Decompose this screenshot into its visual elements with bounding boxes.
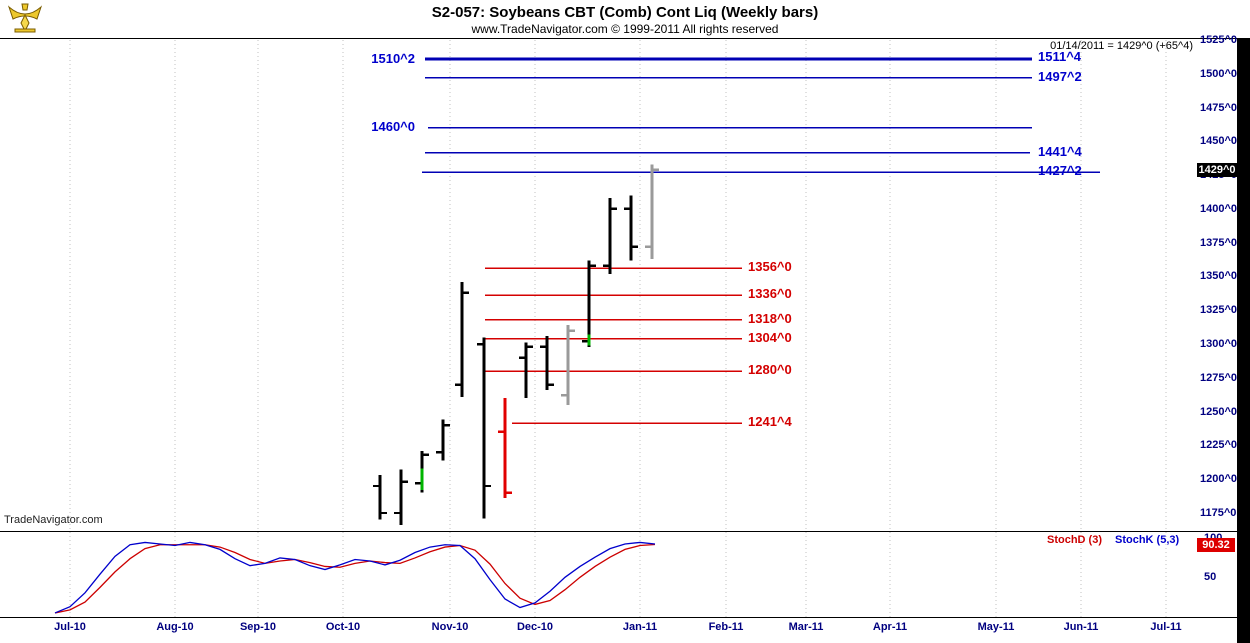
date-tick-label: Aug-10 — [156, 621, 194, 633]
support-label: 1356^0 — [748, 259, 792, 275]
right-scrollbar-strip — [1237, 38, 1250, 643]
ohlc-bar[interactable] — [645, 164, 659, 259]
price-tick-label: 1225^0 — [1200, 439, 1238, 452]
ohlc-bar[interactable] — [415, 450, 429, 493]
price-tick-label: 1325^0 — [1200, 304, 1238, 317]
ohlc-bar[interactable] — [561, 325, 575, 405]
price-tick-label: 1525^0 — [1200, 34, 1238, 46]
ohlc-bar[interactable] — [624, 195, 638, 261]
ohlc-bar[interactable] — [519, 342, 533, 399]
support-label: 1318^0 — [748, 310, 792, 326]
ohlc-bar[interactable] — [436, 419, 450, 461]
stochastic-panel[interactable] — [0, 532, 1197, 617]
date-tick-label: Jul-11 — [1150, 621, 1182, 633]
ohlc-bar[interactable] — [394, 469, 408, 526]
stoch-tick-label: 50 — [1204, 570, 1217, 583]
support-label: 1304^0 — [748, 329, 792, 345]
chart-top-border — [0, 38, 1237, 39]
ohlc-bar[interactable] — [477, 337, 491, 519]
date-tick-label: Dec-10 — [516, 621, 554, 633]
ohlc-bar[interactable] — [455, 281, 469, 397]
stochk-legend: StochK (5,3) — [1115, 534, 1180, 546]
stoch-panel-border — [0, 531, 1237, 532]
last-quote-info: 01/14/2011 = 1429^0 (+65^4) — [1050, 40, 1193, 52]
stochd-line — [54, 543, 656, 614]
date-tick-label: Nov-10 — [431, 621, 469, 633]
price-tick-label: 1300^0 — [1200, 338, 1238, 351]
date-tick-label: Jun-11 — [1063, 621, 1099, 633]
ohlc-bar[interactable] — [498, 398, 512, 499]
date-axis-border — [0, 617, 1237, 618]
price-tick-label: 1175^0 — [1200, 506, 1237, 519]
current-price-box: 1429^0 — [1197, 162, 1237, 177]
stochd-legend: StochD (3) — [1047, 534, 1102, 546]
support-label: 1336^0 — [748, 286, 792, 302]
chart-subtitle: www.TradeNavigator.com © 1999-2011 All r… — [471, 22, 779, 36]
price-tick-label: 1450^0 — [1200, 135, 1238, 148]
price-chart-area[interactable] — [0, 38, 1197, 532]
support-label: 1280^0 — [748, 362, 792, 378]
resistance-label: 1497^2 — [1038, 68, 1082, 84]
date-tick-label: May-11 — [977, 621, 1015, 633]
support-label: 1241^4 — [748, 414, 792, 430]
stochk-line — [54, 541, 656, 614]
date-tick-label: Apr-11 — [872, 621, 908, 633]
date-tick-label: Oct-10 — [325, 621, 361, 633]
ohlc-bar[interactable] — [540, 335, 554, 391]
price-tick-label: 1200^0 — [1200, 473, 1238, 486]
price-tick-label: 1250^0 — [1200, 405, 1238, 418]
price-tick-label: 1275^0 — [1200, 371, 1238, 384]
ohlc-bar[interactable] — [603, 198, 617, 274]
price-tick-label: 1500^0 — [1200, 67, 1238, 80]
resistance-label: 1427^2 — [1038, 163, 1082, 179]
chart-title: S2-057: Soybeans CBT (Comb) Cont Liq (We… — [431, 4, 819, 21]
trade-navigator-logo — [7, 3, 43, 33]
price-tick-label: 1350^0 — [1200, 270, 1238, 283]
date-tick-label: Jan-11 — [622, 621, 658, 633]
resistance-label: 1441^4 — [1038, 143, 1082, 159]
resistance-label: 1511^4 — [1038, 49, 1082, 65]
date-tick-label: Sep-10 — [239, 621, 277, 633]
watermark: TradeNavigator.com — [4, 514, 103, 526]
date-tick-label: Jul-10 — [54, 621, 86, 633]
date-tick-label: Feb-11 — [708, 621, 744, 633]
stoch-current-value: 90.32 — [1197, 537, 1235, 552]
resistance-label: 1460^0 — [371, 118, 415, 134]
price-tick-label: 1475^0 — [1200, 101, 1238, 114]
resistance-label: 1510^2 — [371, 50, 415, 66]
price-tick-label: 1400^0 — [1200, 202, 1238, 215]
date-tick-label: Mar-11 — [788, 621, 824, 633]
ohlc-bar[interactable] — [373, 475, 387, 520]
price-tick-label: 1375^0 — [1200, 236, 1238, 249]
ohlc-bar[interactable] — [582, 260, 596, 347]
